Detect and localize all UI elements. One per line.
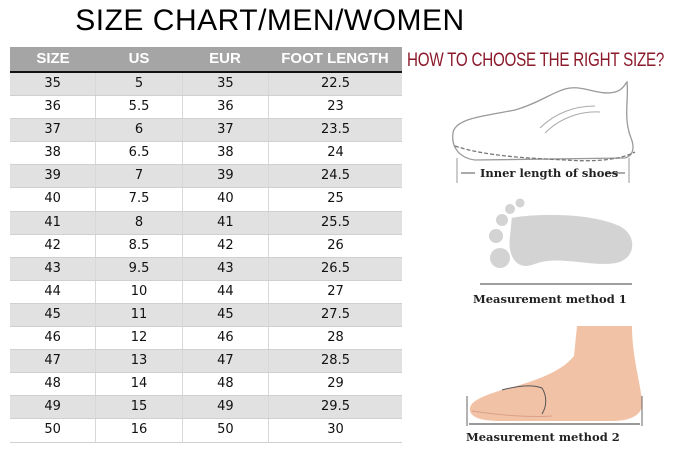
table-row: 39 7 39 24.5 [10,165,402,189]
cell-us: 15 [96,396,183,419]
cell-size: 48 [10,373,97,396]
cell-size: 46 [10,327,97,350]
cell-foot-length: 23.5 [321,122,350,138]
method1-caption: Measurement method 1 [473,292,627,306]
cell-size: 41 [10,211,97,234]
cell-size: 40 [10,188,97,211]
cell-size: 49 [10,396,97,419]
table-body: 35 5 35 22.5 36 5.5 36 23 37 6 37 23.5 38 6.5 38 24 39 7 3… [10,73,402,443]
cell-foot-length: 23 [327,99,344,115]
cell-us: 9.5 [96,257,183,280]
table-row: 43 9.5 43 26.5 [10,257,402,281]
table-header: SIZE US EUR FOOT LENGTH [10,47,402,73]
cell-us: 6 [96,119,183,142]
cell-size: 38 [10,142,97,165]
cell-foot-length: 28.5 [321,353,350,369]
cell-foot-length: 24 [327,145,344,161]
cell-size: 44 [10,280,97,303]
cell-eur: 44 [183,280,270,303]
cell-us: 11 [96,303,183,327]
cell-size: 37 [10,119,97,142]
cell-size: 45 [10,303,97,327]
cell-eur: 38 [183,142,270,165]
header-us: US [128,50,150,67]
cell-eur: 40 [183,188,270,211]
cell-foot-length: 29.5 [321,399,350,415]
cell-eur: 45 [183,303,270,327]
method2-caption: Measurement method 2 [466,430,620,444]
cell-foot-length: 30 [327,422,344,438]
cell-us: 13 [96,350,183,373]
cell-eur: 50 [183,419,270,442]
cell-eur: 36 [183,96,270,119]
cell-us: 8 [96,211,183,234]
cell-eur: 48 [183,373,270,396]
cell-foot-length: 27.5 [321,306,350,322]
cell-us: 16 [96,419,183,442]
table-row: 47 13 47 28.5 [10,350,402,374]
cell-eur: 35 [183,73,270,96]
table-row: 45 11 45 27.5 [10,303,402,328]
cell-eur: 41 [183,211,270,234]
cell-eur: 39 [183,165,270,188]
table-row: 38 6.5 38 24 [10,142,402,166]
cell-size: 50 [10,419,97,442]
cell-eur: 49 [183,396,270,419]
cell-foot-length: 26.5 [321,260,350,276]
cell-foot-length: 25.5 [321,214,350,230]
cell-us: 7.5 [96,188,183,211]
cell-us: 10 [96,280,183,303]
table-row: 49 15 49 29.5 [10,396,402,420]
size-chart-table: SIZE US EUR FOOT LENGTH 35 5 35 22.5 36 5.5 36… [10,47,402,443]
cell-us: 5 [96,73,183,96]
table-row: 41 8 41 25.5 [10,211,402,235]
header-eur: EUR [209,50,241,67]
cell-eur: 43 [183,257,270,280]
shoe-illustration [452,80,636,183]
cell-size: 39 [10,165,97,188]
table-row: 36 5.5 36 23 [10,96,402,120]
shoe-caption: Inner length of shoes [480,166,619,180]
cell-us: 8.5 [96,234,183,257]
cell-foot-length: 29 [327,376,344,392]
table-row: 37 6 37 23.5 [10,119,402,143]
header-foot-length: FOOT LENGTH [281,50,389,67]
header-size: SIZE [36,50,70,67]
table-row: 40 7.5 40 25 [10,188,402,212]
cell-us: 14 [96,373,183,396]
cell-foot-length: 27 [327,283,344,299]
footprint-illustration [480,198,637,285]
cell-us: 6.5 [96,142,183,165]
cell-size: 35 [10,73,97,96]
cell-foot-length: 26 [327,237,344,253]
cell-size: 42 [10,234,97,257]
cell-foot-length: 22.5 [321,76,350,91]
table-row: 42 8.5 42 26 [10,234,402,258]
cell-eur: 46 [183,327,270,350]
table-row: 44 10 44 27 [10,280,402,304]
cell-us: 12 [96,327,183,350]
table-row: 50 16 50 30 [10,419,402,443]
cell-size: 36 [10,96,97,119]
table-row: 48 14 48 29 [10,373,402,397]
table-row: 35 5 35 22.5 [10,73,402,97]
cell-foot-length: 25 [327,191,344,207]
cell-size: 47 [10,350,97,373]
cell-size: 43 [10,257,97,280]
table-row: 46 12 46 28 [10,327,402,351]
cell-eur: 37 [183,119,270,142]
cell-foot-length: 28 [327,330,344,346]
cell-foot-length: 24.5 [321,168,350,184]
cell-eur: 42 [183,234,270,257]
foot-illustration [466,326,643,426]
page-title: SIZE CHART/MEN/WOMEN [75,4,465,37]
cell-us: 5.5 [96,96,183,119]
cell-eur: 47 [183,350,270,373]
guide-heading: HOW TO CHOOSE THE RIGHT SIZE? [407,50,665,71]
cell-us: 7 [96,165,183,188]
